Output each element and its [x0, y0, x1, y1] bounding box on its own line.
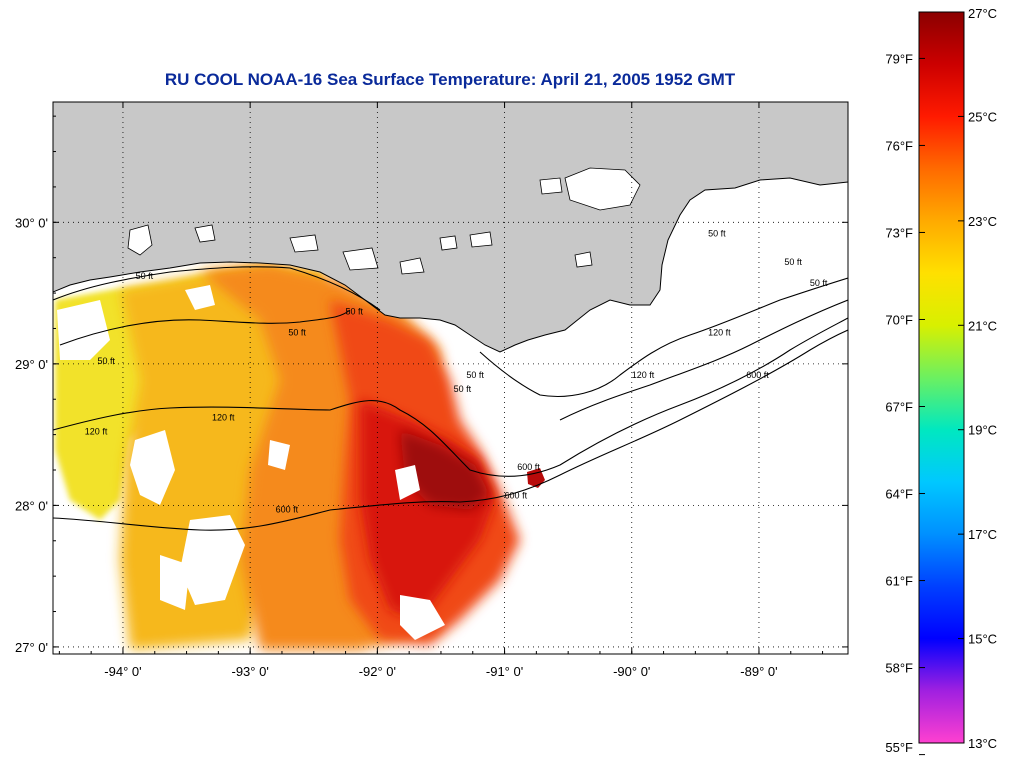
colorbar-label-f: 70°F: [885, 312, 913, 327]
cloud-gaps: [55, 285, 445, 654]
lat-tick-label: 27° 0': [15, 640, 48, 655]
colorbar: [918, 11, 965, 744]
map-layers: 50 ft 50 ft 50 ft 50 ft 120 ft 120 ft 600 ft 60…: [53, 102, 848, 654]
contour-label: 50 ft: [136, 271, 154, 281]
colorbar-ticks: 27°C 25°C 23°C 21°C 19°C 17°C 15°C 13°C 79°F 76°F…: [885, 6, 997, 756]
bathymetry-contours: [53, 266, 848, 531]
contour-labels: 50 ft 50 ft 50 ft 50 ft 120 ft 120 ft 600 ft 60…: [85, 228, 828, 514]
contour-label: 120 ft: [212, 412, 235, 422]
lon-tick-label: -90° 0': [613, 664, 650, 679]
lon-tick-label: -89° 0': [740, 664, 777, 679]
colorbar-label-c: 23°C: [968, 214, 997, 229]
colorbar-label-f: 76°F: [885, 138, 913, 153]
contour-120ft-east: [559, 299, 848, 421]
map-title: RU COOL NOAA-16 Sea Surface Temperature:…: [164, 70, 736, 89]
colorbar-label-f: 67°F: [885, 400, 913, 415]
contour-label: 120 ft: [85, 427, 108, 437]
colorbar-label-f: 55°F: [885, 740, 913, 755]
contour-label: 50 ft: [346, 306, 364, 316]
contour-50ft-east: [479, 277, 848, 398]
sst-dark-red-core: [400, 430, 490, 510]
sst-layer: [55, 175, 632, 654]
sst-dark-red-patch: [527, 468, 545, 488]
colorbar-label-c: 27°C: [968, 6, 997, 21]
contour-50ft-inner: [59, 309, 351, 346]
contour-label: 120 ft: [708, 328, 731, 338]
land-mass: [53, 102, 848, 353]
lat-tick-label: 30° 0': [15, 215, 48, 230]
contour-label: 50 ft: [466, 370, 484, 380]
colorbar-label-f: 61°F: [885, 574, 913, 589]
colorbar-label-c: 19°C: [968, 423, 997, 438]
colorbar-label-c: 13°C: [968, 736, 997, 751]
contour-label: 600 ft: [517, 462, 540, 472]
colorbar-label-c: 17°C: [968, 527, 997, 542]
colorbar-label-f: 79°F: [885, 51, 913, 66]
contour-label: 50 ft: [784, 257, 802, 267]
contour-50ft-west: [53, 266, 381, 311]
contour-120ft: [53, 317, 848, 477]
lon-tick-label: -91° 0': [486, 664, 523, 679]
lon-tick-label: -92° 0': [359, 664, 396, 679]
contour-label: 600 ft: [746, 370, 769, 380]
lat-tick-label: 28° 0': [15, 498, 48, 513]
contour-label: 50 ft: [454, 384, 472, 394]
lon-tick-label: -94° 0': [104, 664, 141, 679]
contour-label: 50 ft: [98, 356, 116, 366]
contour-600ft: [53, 329, 848, 531]
contour-label: 50 ft: [810, 278, 828, 288]
contour-label: 50 ft: [708, 228, 726, 238]
colorbar-label-f: 64°F: [885, 487, 913, 502]
contour-label: 120 ft: [632, 370, 655, 380]
colorbar-label-c: 21°C: [968, 318, 997, 333]
contour-label: 600 ft: [505, 490, 528, 500]
colorbar-label-c: 15°C: [968, 632, 997, 647]
colorbar-label-c: 25°C: [968, 109, 997, 124]
axis-ticks: -94° 0' -93° 0' -92° 0' -91° 0' -90° 0' -89° …: [15, 102, 848, 679]
colorbar-label-f: 73°F: [885, 225, 913, 240]
inland-water: [127, 167, 641, 275]
lon-tick-label: -93° 0': [232, 664, 269, 679]
plot-frame: [52, 101, 849, 655]
lat-tick-label: 29° 0': [15, 357, 48, 372]
contour-label: 50 ft: [288, 328, 306, 338]
sst-red-region: [360, 400, 495, 620]
colorbar-label-f: 58°F: [885, 661, 913, 676]
gridlines: [53, 102, 848, 654]
contour-label: 600 ft: [276, 504, 299, 514]
